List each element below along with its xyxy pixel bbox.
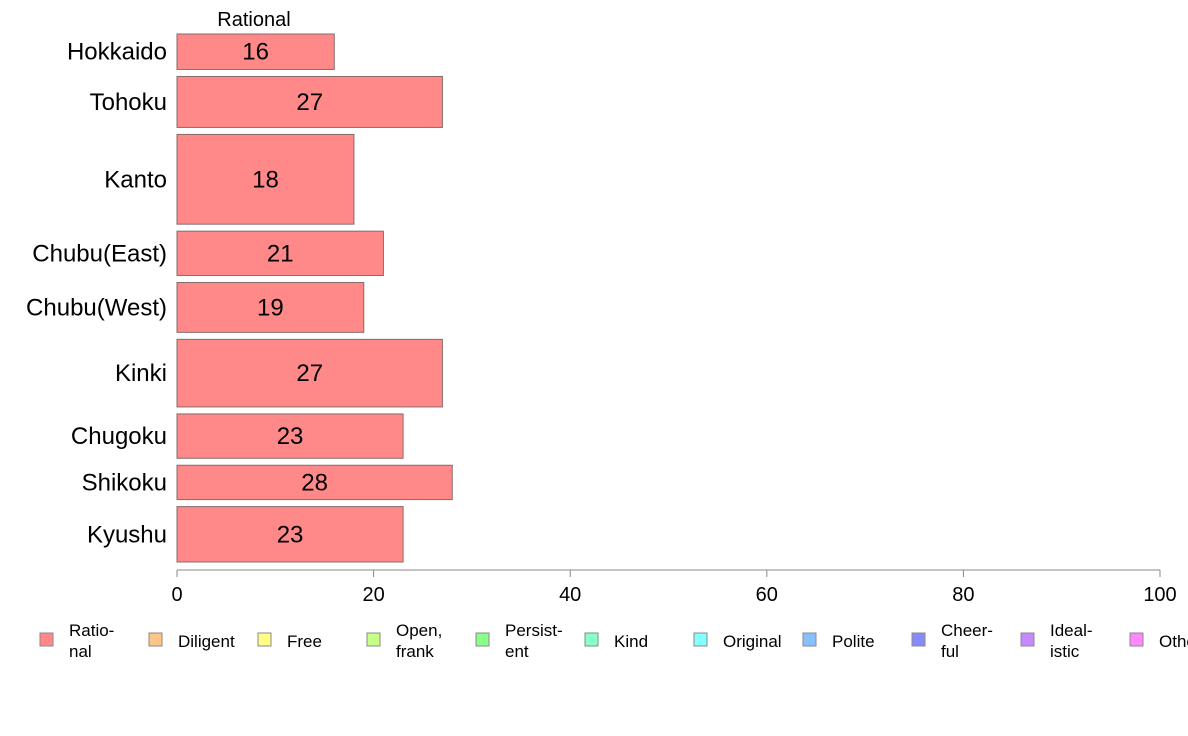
x-tick-label: 40 [559,584,581,606]
bar-value-label: 16 [242,39,269,66]
category-label: Tohoku [90,89,167,116]
legend-label: Diligent [178,632,235,651]
legend-swatch [475,632,490,647]
legend-swatch [693,632,708,647]
bar-rational-5 [176,338,443,408]
bar-value-label: 28 [301,469,328,496]
category-label: Kanto [104,166,167,193]
x-tick-label: 60 [756,584,778,606]
bar-value-label: 19 [257,294,284,321]
bar-rational-6 [176,413,404,459]
bar-value-label: 23 [277,521,304,548]
x-tick-label: 20 [362,584,384,606]
x-tick-label: 0 [171,584,182,606]
bar-rational-1 [176,75,443,128]
category-label: Chugoku [71,423,167,450]
legend-swatch [584,632,599,647]
bar-value-label: 18 [252,166,279,193]
legend-label: Open, frank [396,621,442,661]
category-label: Chubu(West) [26,294,167,321]
bar-value-label: 23 [277,423,304,450]
x-tick-label: 100 [1143,584,1176,606]
legend-swatch [1129,632,1144,647]
legend-label: Other [1159,632,1188,651]
legend-label: Cheer-ful [941,621,993,661]
legend-swatch [366,632,381,647]
legend-swatch [802,632,817,647]
legend-swatch [911,632,926,647]
legend-swatch [257,632,272,647]
legend-swatch [1020,632,1035,647]
bar-rational-3 [176,230,384,276]
legend-label: Polite [832,632,875,651]
category-label: Shikoku [82,469,167,496]
legend-label: Ratio-nal [69,621,114,661]
bar-rational-4 [176,281,365,333]
bar-rational-7 [176,464,453,501]
bar-rational-2 [176,133,355,225]
legend-swatch [148,632,163,647]
legend-label: Free [287,632,322,651]
category-label: Kyushu [87,521,167,548]
legend-label: Original [723,632,782,651]
series-title: Rational [217,9,290,31]
legend-label: Persist-ent [505,621,563,661]
legend-swatch [39,632,54,647]
bar-rational-8 [176,506,404,563]
legend-label: Ideal-istic [1050,621,1093,661]
bar-rational-0 [176,33,335,70]
category-label: Chubu(East) [32,240,167,267]
legend-label: Kind [614,632,648,651]
category-label: Kinki [115,360,167,387]
bar-value-label: 27 [296,360,323,387]
bar-value-label: 27 [296,89,323,116]
x-tick-label: 80 [952,584,974,606]
category-label: Hokkaido [67,39,167,66]
bar-value-label: 21 [267,240,294,267]
